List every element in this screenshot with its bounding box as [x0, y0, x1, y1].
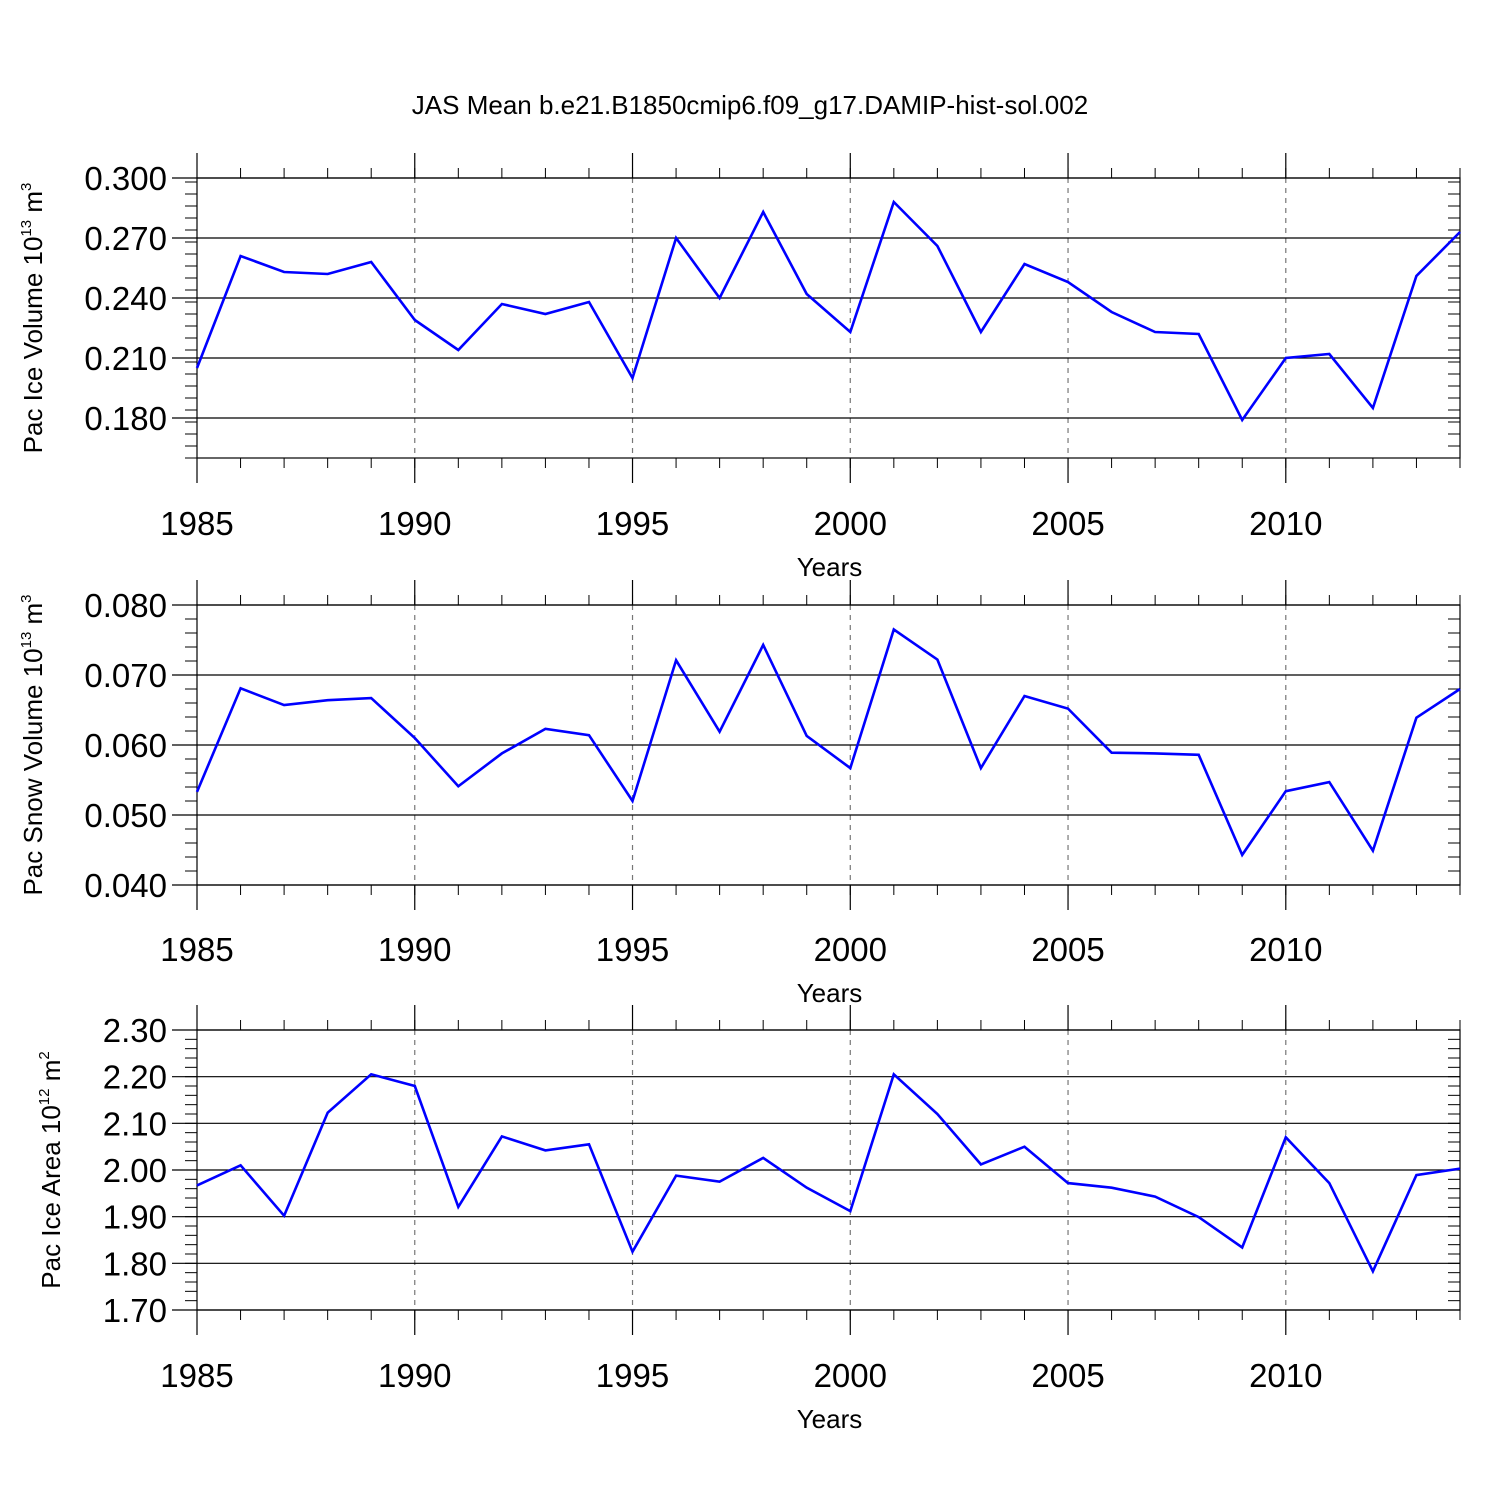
x-tick-label: 2005 — [1031, 1357, 1104, 1394]
y-tick-label: 0.080 — [84, 587, 167, 624]
y-tick-label: 0.060 — [84, 727, 167, 764]
y-axis-label: Pac Ice Volume 1013 m3 — [18, 183, 48, 454]
series-line — [197, 1074, 1460, 1271]
y-axis-label-exponent: 13 — [18, 220, 35, 237]
x-tick-label: 2000 — [814, 931, 887, 968]
y-axis-label-unit-exponent: 3 — [18, 594, 35, 602]
y-tick-label: 0.210 — [84, 340, 167, 377]
y-axis-label-exponent: 12 — [36, 1088, 53, 1105]
y-tick-label: 2.30 — [103, 1012, 167, 1049]
y-axis-label-unit: m — [18, 603, 48, 632]
y-axis-label-unit: m — [36, 1060, 66, 1089]
x-tick-label: 1985 — [160, 931, 233, 968]
y-tick-label: 0.240 — [84, 280, 167, 317]
panel-1: 0.180 0.210 0.240 0.270 0.300 1985 1990 1995 200… — [18, 153, 1460, 582]
x-tick-label: 1990 — [378, 505, 451, 542]
x-tick-label: 2000 — [814, 505, 887, 542]
x-tick-label: 2005 — [1031, 505, 1104, 542]
x-tick-label: 2005 — [1031, 931, 1104, 968]
x-tick-label: 1985 — [160, 1357, 233, 1394]
y-tick-label: 1.90 — [103, 1199, 167, 1236]
x-tick-label: 1995 — [596, 931, 669, 968]
y-axis-label-text: Pac Ice Volume 10 — [18, 237, 48, 454]
y-tick-label: 2.20 — [103, 1059, 167, 1096]
x-tick-label: 1990 — [378, 931, 451, 968]
y-axis-label-text: Pac Ice Area 10 — [36, 1105, 66, 1289]
y-tick-label: 0.040 — [84, 867, 167, 904]
x-tick-label: 1990 — [378, 1357, 451, 1394]
y-axis-label: Pac Ice Area 1012 m2 — [36, 1051, 66, 1288]
y-axis-label-text: Pac Snow Volume 10 — [18, 648, 48, 895]
panel-2: 0.040 0.050 0.060 0.070 0.080 1985 1990 1995 200… — [18, 580, 1460, 1008]
x-tick-label: 2010 — [1249, 1357, 1322, 1394]
x-axis-label: Years — [797, 978, 863, 1008]
x-tick-label: 1995 — [596, 505, 669, 542]
x-tick-label: 2010 — [1249, 931, 1322, 968]
plot-frame — [197, 178, 1460, 458]
y-tick-label: 2.00 — [103, 1152, 167, 1189]
y-tick-label: 0.300 — [84, 160, 167, 197]
y-axis-label-unit-exponent: 2 — [36, 1051, 53, 1059]
y-axis-label-unit: m — [18, 191, 48, 220]
chart-title: JAS Mean b.e21.B1850cmip6.f09_g17.DAMIP-… — [412, 90, 1088, 120]
x-tick-label: 1985 — [160, 505, 233, 542]
panel-3: 1.70 1.80 1.90 2.00 2.10 2.20 2.30 1985 1990 1995… — [36, 1005, 1460, 1434]
x-tick-label: 1995 — [596, 1357, 669, 1394]
y-axis-label-exponent: 13 — [18, 632, 35, 649]
x-tick-label: 2010 — [1249, 505, 1322, 542]
y-tick-label: 0.070 — [84, 657, 167, 694]
y-tick-label: 0.050 — [84, 797, 167, 834]
series-line — [197, 202, 1460, 420]
y-tick-label: 1.70 — [103, 1292, 167, 1329]
y-tick-label: 2.10 — [103, 1105, 167, 1142]
x-tick-label: 2000 — [814, 1357, 887, 1394]
x-axis-label: Years — [797, 552, 863, 582]
y-axis-label: Pac Snow Volume 1013 m3 — [18, 594, 48, 895]
y-tick-label: 1.80 — [103, 1245, 167, 1282]
x-axis-label: Years — [797, 1404, 863, 1434]
y-axis-label-unit-exponent: 3 — [18, 183, 35, 191]
series-line — [197, 630, 1460, 855]
y-tick-label: 0.180 — [84, 400, 167, 437]
y-tick-label: 0.270 — [84, 220, 167, 257]
